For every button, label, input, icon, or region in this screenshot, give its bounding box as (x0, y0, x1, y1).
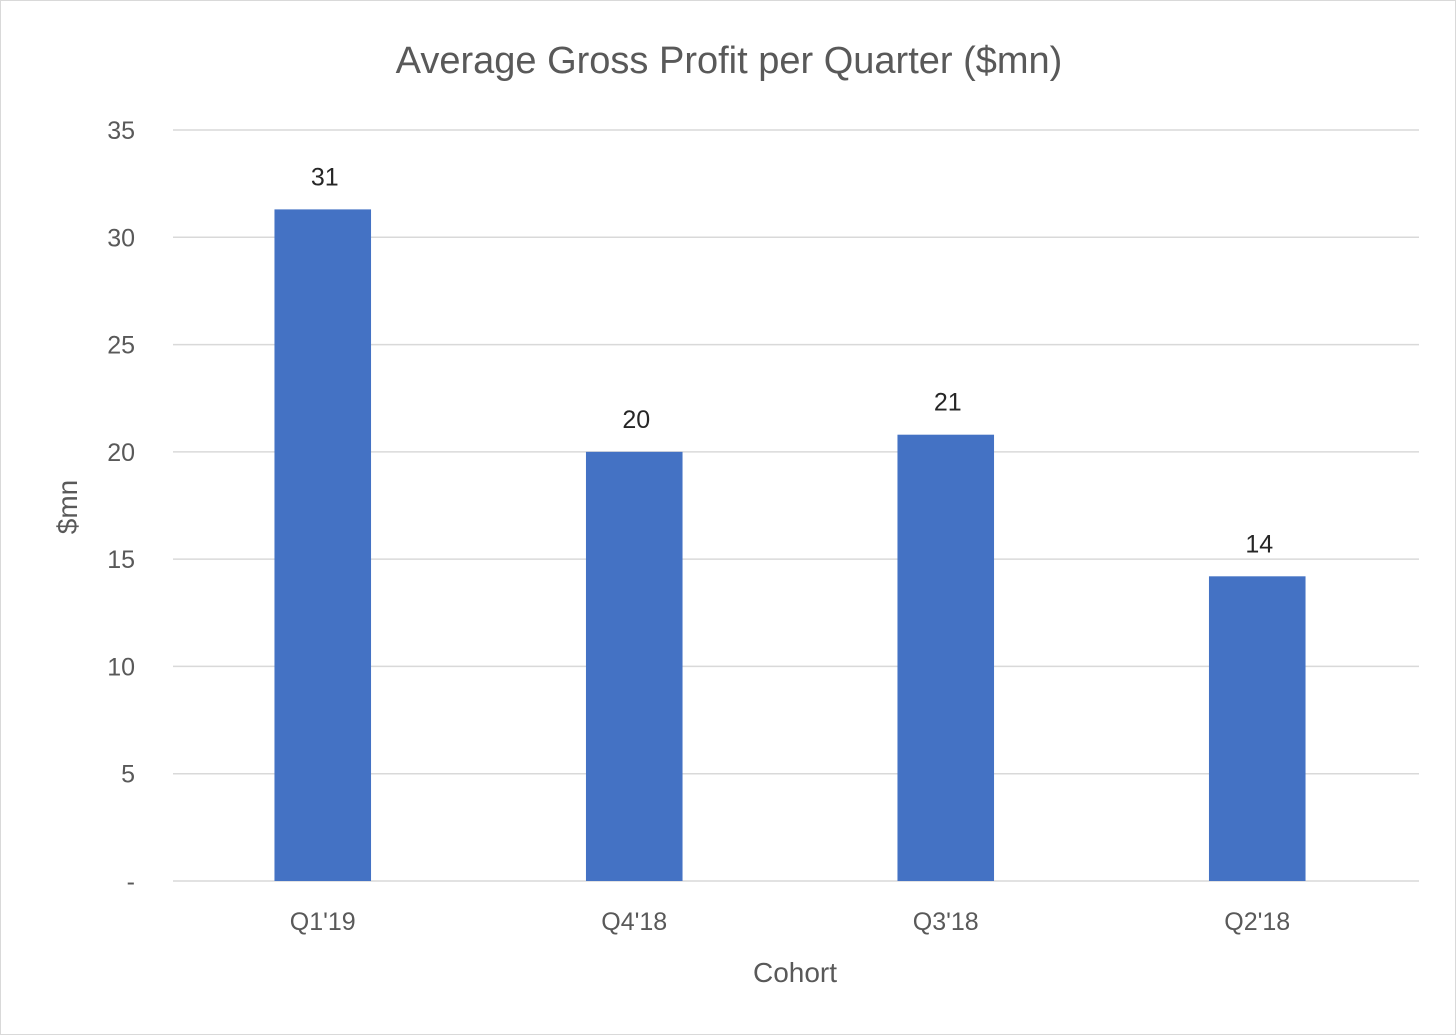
bar-q3-18 (897, 434, 995, 881)
data-label: 31 (311, 163, 339, 191)
x-axis-title: Cohort (753, 957, 837, 988)
data-labels: 31 20 21 14 (311, 163, 1273, 558)
x-tick-label: Q3'18 (913, 908, 979, 936)
y-tick-label: 35 (107, 117, 135, 145)
bars (274, 209, 1306, 882)
x-tick-label: Q4'18 (601, 908, 667, 936)
x-axis-ticks: Q1'19 Q4'18 Q3'18 Q2'18 (290, 908, 1290, 936)
y-axis-title: $mn (52, 480, 83, 534)
y-tick-label: 15 (107, 546, 135, 574)
gridlines (173, 129, 1419, 882)
data-label: 20 (622, 406, 650, 434)
bar-q4-18 (585, 451, 683, 881)
y-tick-label: 20 (107, 439, 135, 467)
y-tick-label: 30 (107, 224, 135, 252)
y-axis-ticks: - 5 10 15 20 25 30 35 (107, 117, 135, 896)
bar-q1-19 (274, 209, 372, 882)
y-tick-label: 25 (107, 332, 135, 360)
data-label: 14 (1245, 530, 1273, 558)
y-tick-label: 5 (121, 761, 135, 789)
y-tick-label: 10 (107, 653, 135, 681)
x-tick-label: Q2'18 (1224, 908, 1290, 936)
y-tick-label: - (127, 868, 135, 896)
x-tick-label: Q1'19 (290, 908, 356, 936)
chart-title: Average Gross Profit per Quarter ($mn) (396, 40, 1063, 82)
bar-q2-18 (1208, 576, 1306, 881)
data-label: 21 (934, 389, 962, 417)
